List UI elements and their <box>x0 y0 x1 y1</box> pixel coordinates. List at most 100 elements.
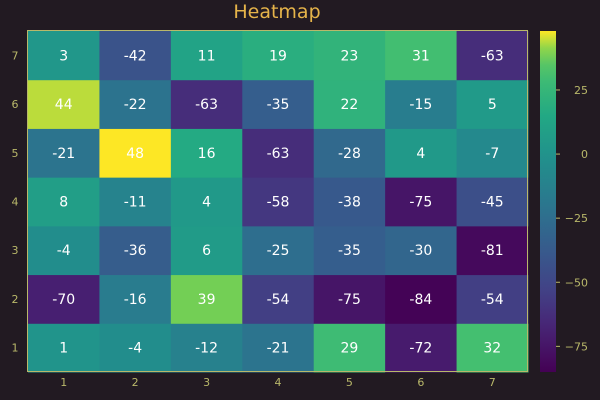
cell-value-label: -72 <box>409 341 432 357</box>
heatmap-cell <box>28 274 100 324</box>
heatmap-cell <box>313 79 386 129</box>
heatmap-cell <box>99 274 172 324</box>
heatmap-cell <box>242 274 315 324</box>
cell-value-label: 16 <box>198 146 216 162</box>
heatmap-cell <box>385 128 458 178</box>
cell-value-label: 48 <box>126 146 144 162</box>
heatmap-cell <box>313 274 386 324</box>
heatmap-cell <box>242 128 315 178</box>
heatmap-cell <box>313 31 386 81</box>
cell-value-label: -15 <box>409 97 432 113</box>
heatmap-cell <box>28 225 100 276</box>
heatmap-cell <box>99 79 172 129</box>
cell-value-label: -75 <box>409 195 432 211</box>
cell-value-label: -21 <box>267 341 290 357</box>
cell-value-label: 19 <box>269 48 287 64</box>
cell-value-label: -35 <box>338 243 361 259</box>
cell-value-label: -63 <box>195 97 218 113</box>
heatmap-cell <box>456 274 529 324</box>
chart-title: Heatmap <box>233 1 320 23</box>
heatmap-cell <box>242 225 315 276</box>
heatmap-cell <box>28 128 100 178</box>
cell-value-label: -35 <box>267 97 290 113</box>
cell-value-label: -4 <box>57 243 71 259</box>
cell-value-label: -75 <box>338 292 361 308</box>
cell-value-label: 6 <box>202 243 211 259</box>
heatmap-cell <box>28 177 100 227</box>
heatmap-cell <box>385 79 458 129</box>
heatmap-cell <box>170 177 243 227</box>
y-tick-label: 7 <box>12 49 19 62</box>
cell-value-label: -21 <box>52 146 75 162</box>
cell-value-label: -22 <box>124 97 147 113</box>
x-tick-label: 7 <box>489 376 496 389</box>
heatmap-cell <box>456 128 529 178</box>
heatmap-cell <box>170 31 243 81</box>
cell-value-label: 1 <box>59 341 68 357</box>
heatmap-cell <box>170 79 243 129</box>
heatmap-cell <box>385 274 458 324</box>
x-tick-label: 2 <box>132 376 139 389</box>
colorbar-tick-label: −25 <box>565 212 588 225</box>
x-tick-label: 6 <box>417 376 424 389</box>
cell-value-label: -42 <box>124 48 147 64</box>
y-tick-label: 3 <box>12 244 19 257</box>
heatmap-cell <box>313 225 386 276</box>
y-tick-label: 5 <box>12 147 19 160</box>
x-tick-label: 5 <box>346 376 353 389</box>
heatmap-cell <box>385 225 458 276</box>
cell-value-label: 31 <box>412 48 430 64</box>
cell-value-label: -38 <box>338 195 361 211</box>
heatmap-cell <box>242 177 315 227</box>
cell-value-label: 3 <box>59 48 68 64</box>
cell-value-label: -81 <box>481 243 504 259</box>
heatmap-cell <box>170 225 243 276</box>
heatmap-cell <box>99 323 172 373</box>
y-tick-label: 2 <box>12 293 19 306</box>
cell-value-label: -58 <box>267 195 290 211</box>
heatmap-cell <box>385 323 458 373</box>
heatmap-cell <box>385 31 458 81</box>
cell-value-label: 11 <box>198 48 216 64</box>
cell-value-label: -70 <box>52 292 75 308</box>
heatmap-cell <box>313 177 386 227</box>
heatmap-cell <box>170 323 243 373</box>
x-axis: 1 2 3 4 5 6 7 <box>60 376 496 389</box>
heatmap-cell <box>456 323 529 373</box>
cell-value-label: -54 <box>481 292 504 308</box>
heatmap-cell <box>313 128 386 178</box>
plot-frame <box>27 30 528 372</box>
cell-value-label: -30 <box>409 243 432 259</box>
colorbar-gradient <box>540 31 556 372</box>
colorbar-tick-label: −75 <box>565 340 588 353</box>
y-tick-label: 6 <box>12 98 19 111</box>
cell-value-label: -36 <box>124 243 147 259</box>
heatmap-cell <box>28 31 100 81</box>
heatmap-cell <box>99 177 172 227</box>
heatmap-cell <box>456 79 529 129</box>
cell-value-label: -63 <box>481 48 504 64</box>
heatmap-cell <box>385 177 458 227</box>
heatmap-cell <box>242 31 315 81</box>
colorbar: −75 −50 −25 0 25 <box>540 31 588 372</box>
heatmap-cell <box>313 323 386 373</box>
cell-value-label: -12 <box>195 341 218 357</box>
cell-value-label: 22 <box>341 97 359 113</box>
y-tick-label: 4 <box>12 196 19 209</box>
cell-value-label: -28 <box>338 146 361 162</box>
cell-value-label: 8 <box>59 195 68 211</box>
colorbar-tick-label: 0 <box>581 148 588 161</box>
colorbar-tick-label: 25 <box>574 84 588 97</box>
cell-value-label: 4 <box>416 146 425 162</box>
cell-value-label: 4 <box>202 195 211 211</box>
heatmap-cells: 1 -4 -12 -21 29 -72 32-70 -16 39 -54 -75 -84 -54-4 -3… <box>28 31 529 373</box>
heatmap-cell <box>170 274 243 324</box>
cell-value-label: -4 <box>128 341 142 357</box>
heatmap-cell <box>456 225 529 276</box>
x-tick-label: 3 <box>203 376 210 389</box>
cell-value-label: -63 <box>267 146 290 162</box>
cell-value-label: -54 <box>267 292 290 308</box>
cell-value-label: -7 <box>485 146 499 162</box>
cell-value-label: -84 <box>409 292 432 308</box>
